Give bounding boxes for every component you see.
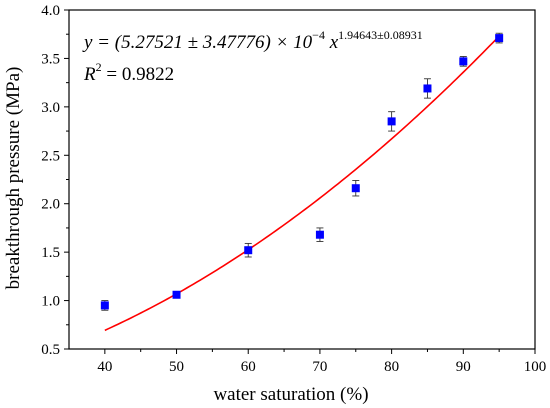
y-axis-title: breakthrough pressure (MPa) [3,67,24,290]
x-tick-label: 60 [241,359,256,375]
y-tick-label: 2.5 [41,148,60,164]
data-points [100,34,504,310]
x-tick-label: 50 [169,359,184,375]
y-tick-label: 3.0 [41,100,60,116]
x-axis-title: water saturation (%) [213,384,368,405]
fit-curve [104,35,500,332]
x-tick-label: 70 [312,359,327,375]
x-tick-label: 100 [524,359,547,375]
y-tick-label: 1.5 [41,245,60,261]
y-tick-label: 1.0 [41,294,60,310]
x-tick-label: 90 [456,359,471,375]
data-point [423,84,432,93]
data-point [387,117,396,126]
y-tick-label: 3.5 [41,51,60,67]
data-point [459,57,468,66]
r-squared-value: = 0.9822 [102,64,174,85]
equation-annotation: y = (5.27521 ± 3.47776) × 10−4 x1.94643±… [82,28,423,53]
equation-main: y = (5.27521 ± 3.47776) × 10 [82,32,313,53]
r-squared-symbol: R [83,64,96,85]
equation-variable: x [325,32,339,53]
r-squared-superscript: 2 [96,60,102,74]
data-point [495,34,504,43]
data-point [100,301,109,310]
x-tick-label: 80 [384,359,399,375]
r-squared-annotation: R2 = 0.9822 [83,60,174,85]
data-point [244,246,253,255]
data-point [315,230,324,239]
plot-frame [68,9,536,350]
y-tick-label: 0.5 [41,342,60,358]
axis-ticks: 40 50 60 70 80 90 100 0.5 1.0 1.5 2.0 2.5 3.0 3.5 4.0 [41,3,546,375]
y-tick-label: 4.0 [41,3,60,19]
equation-exponent: −4 [312,28,325,42]
data-point [351,184,360,193]
y-tick-label: 2.0 [41,197,60,213]
data-point [172,290,181,299]
x-tick-label: 40 [97,359,112,375]
equation-power: 1.94643±0.08931 [338,28,423,42]
